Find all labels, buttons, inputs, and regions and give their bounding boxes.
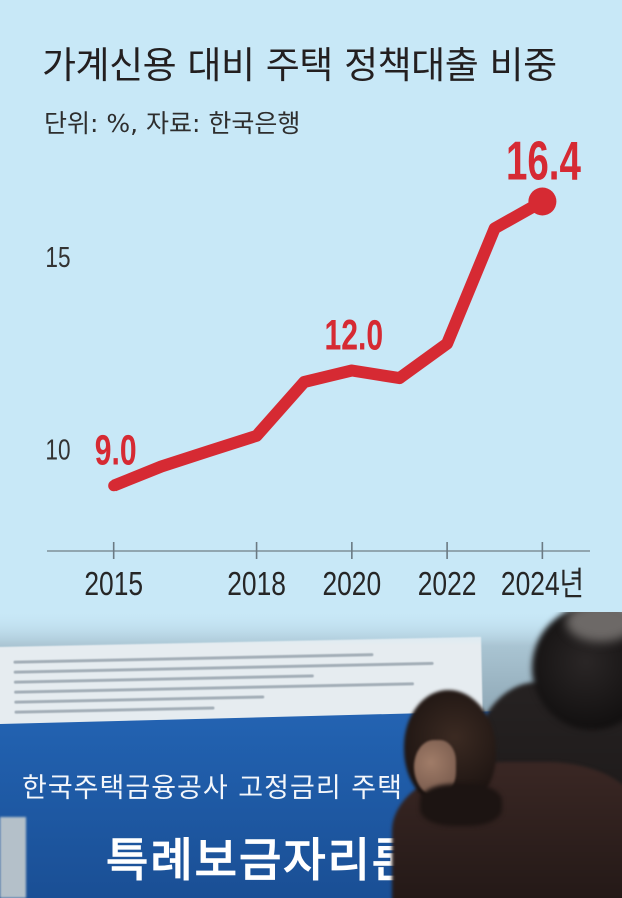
data-point bbox=[298, 376, 310, 388]
y-tick-label: 15 bbox=[45, 240, 70, 273]
x-tick-label: 2022 bbox=[418, 566, 477, 602]
data-label: 16.4 bbox=[506, 131, 581, 192]
banner-text-agency: 한국주택금융공사 고정금리 주택 bbox=[22, 773, 403, 804]
notice-text-line bbox=[14, 682, 415, 694]
data-point bbox=[203, 445, 215, 457]
data-point bbox=[394, 372, 405, 384]
data-point bbox=[155, 461, 167, 472]
notice-text-line bbox=[13, 661, 434, 674]
y-tick-label: 10 bbox=[45, 433, 70, 466]
x-tick-label: 2015 bbox=[84, 566, 143, 602]
notice-text-line bbox=[14, 706, 215, 714]
x-tick-label: 2018 bbox=[227, 566, 286, 602]
photo-pillar bbox=[0, 817, 26, 898]
line-chart: 2015 2018 2020 2022 2024년 10 15 9.0 12.0 16.4 bbox=[45, 131, 590, 603]
chart-title: 가계신용 대비 주택 정책대출 비중 bbox=[42, 44, 557, 87]
news-photo: 한국주택금융공사 고정금리 주택 특례보금자리론 bbox=[0, 612, 622, 898]
notice-text-line bbox=[13, 674, 314, 684]
notice-text-line bbox=[13, 653, 374, 664]
x-tick-label: 2020 bbox=[322, 566, 381, 602]
chart-subtitle: 단위: %, 자료: 한국은행 bbox=[44, 109, 301, 138]
series-line bbox=[111, 196, 546, 492]
data-point bbox=[251, 430, 263, 442]
end-point-marker bbox=[528, 187, 557, 216]
pedestrian-front-scarf bbox=[420, 784, 502, 826]
data-label: 9.0 bbox=[95, 425, 137, 474]
data-point bbox=[108, 480, 120, 492]
x-tick-label: 2024년 bbox=[501, 566, 584, 602]
data-point bbox=[441, 338, 453, 350]
banner-text-product: 특례보금자리론 bbox=[106, 833, 417, 887]
notice-text-line bbox=[14, 695, 265, 704]
data-point bbox=[346, 365, 358, 376]
data-label: 12.0 bbox=[325, 310, 384, 359]
photo-haze bbox=[0, 612, 622, 646]
data-point bbox=[489, 222, 501, 234]
